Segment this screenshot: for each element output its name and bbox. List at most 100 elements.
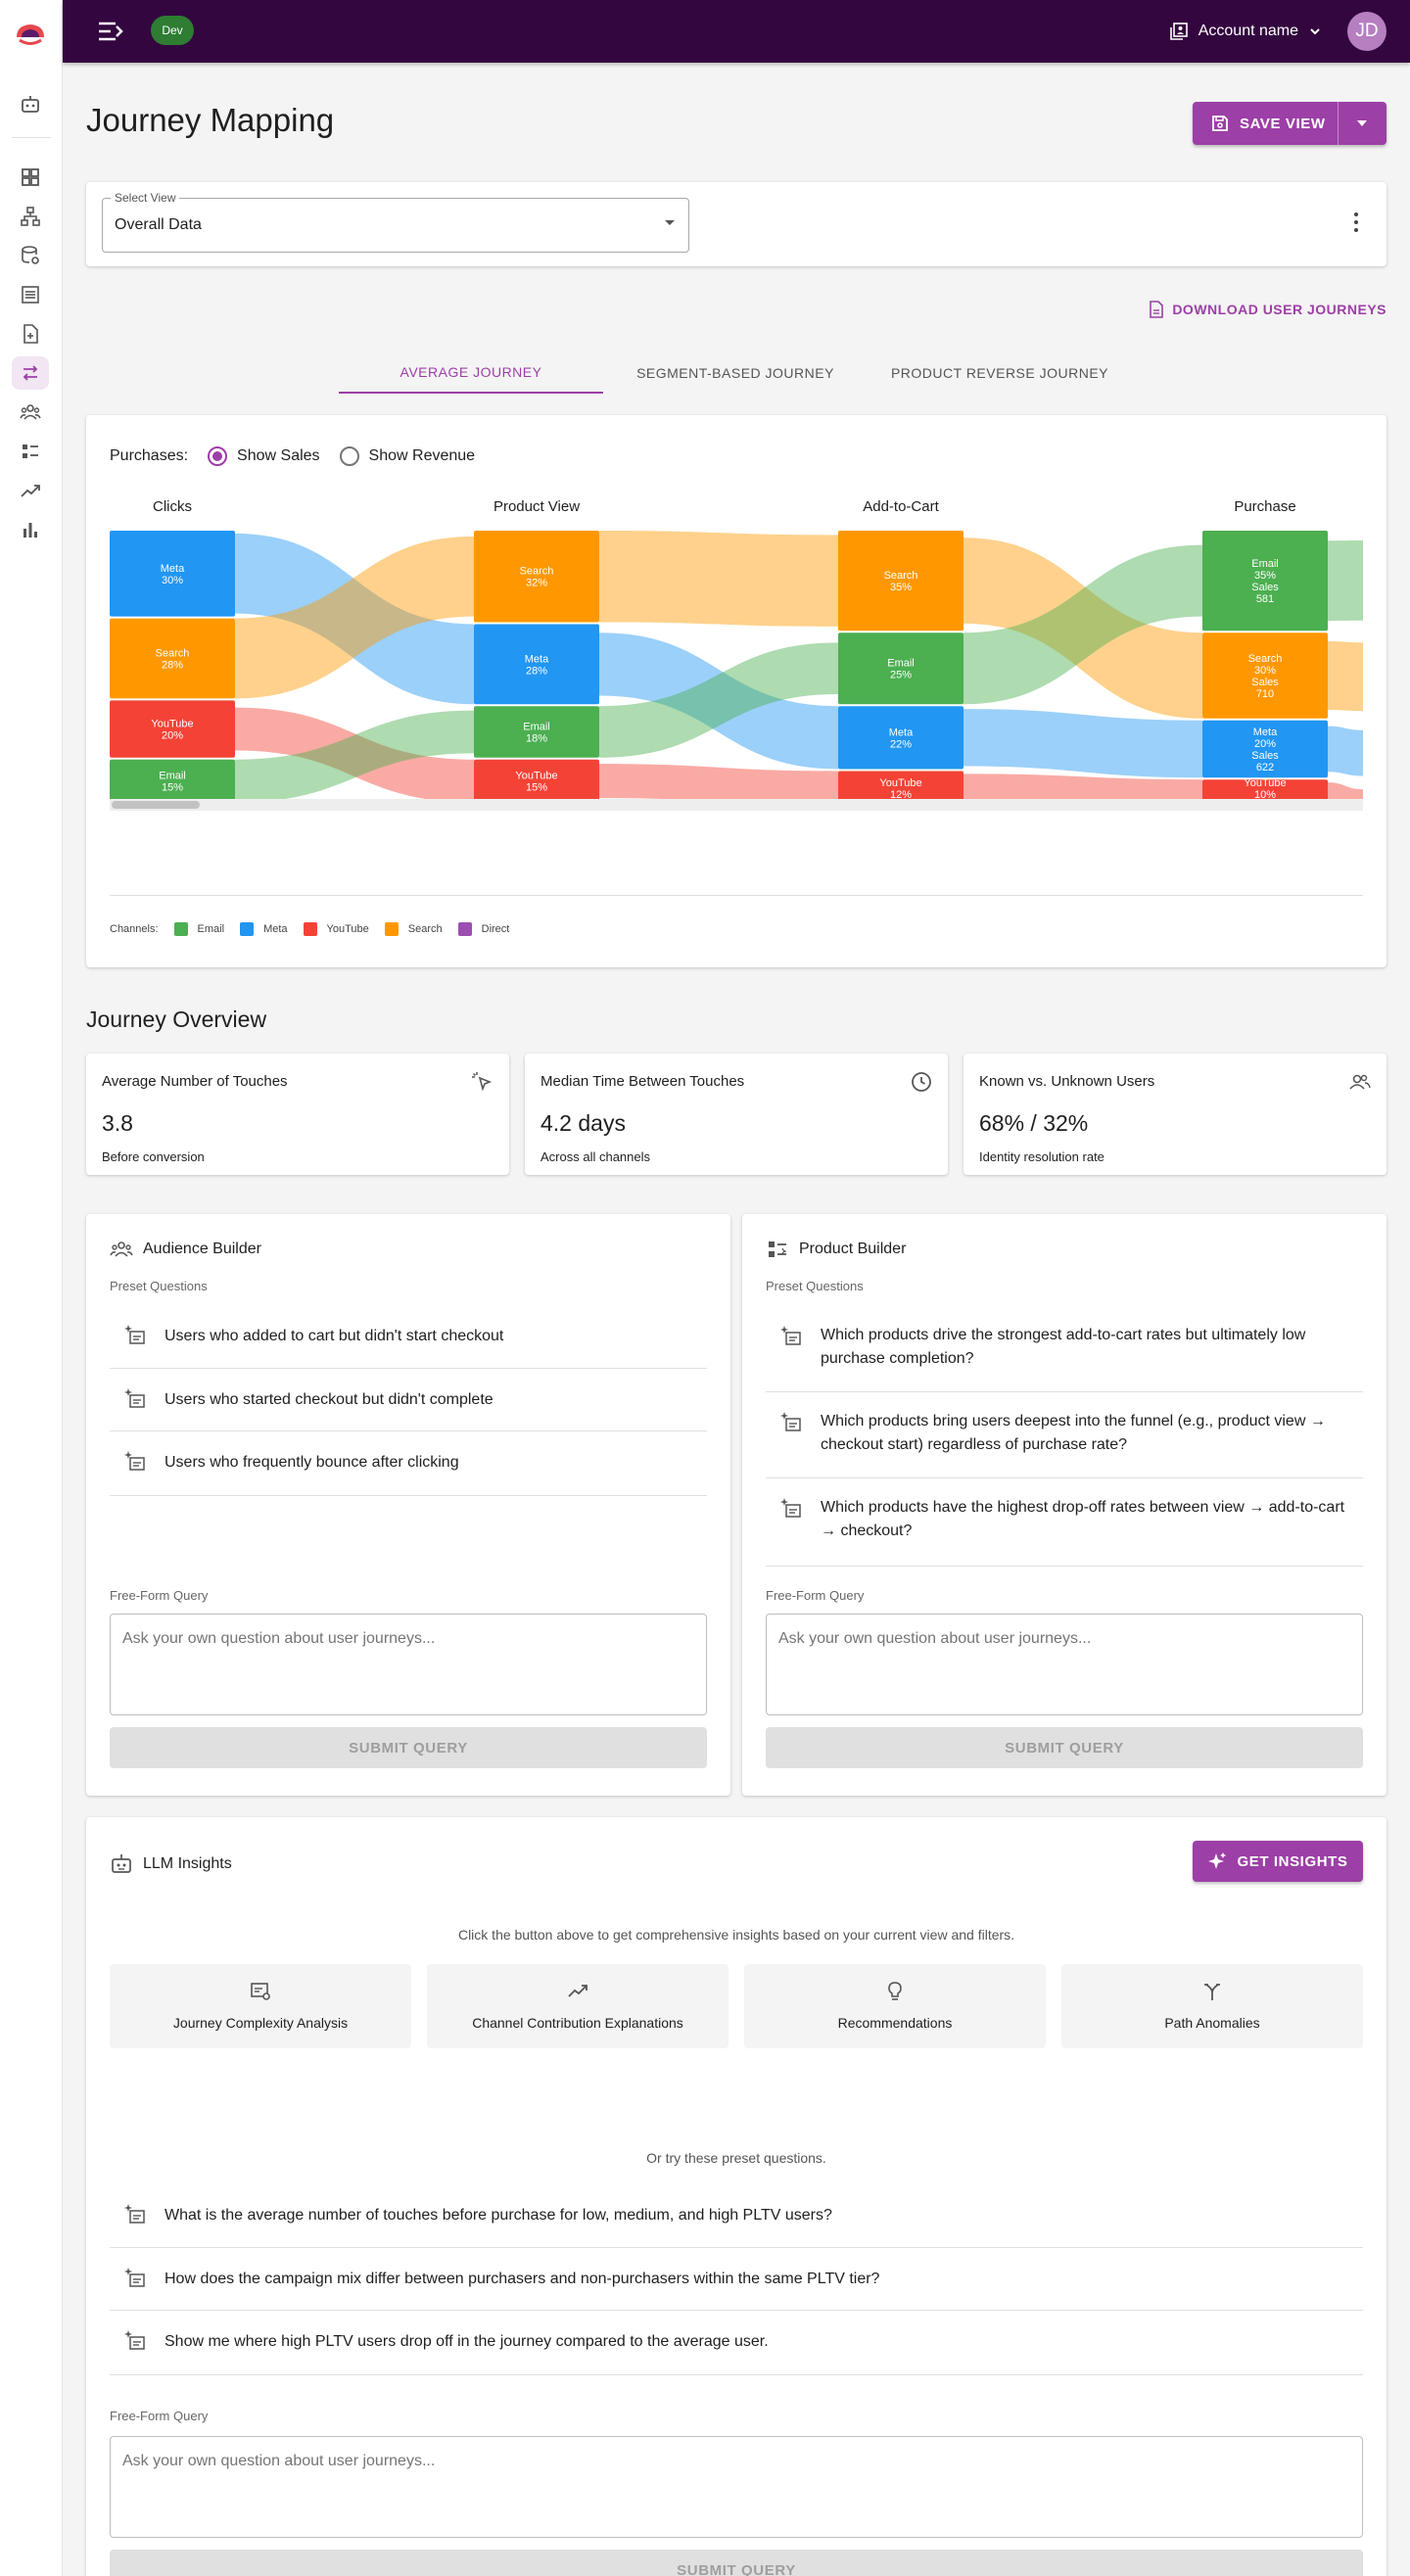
sankey-node-label: 15% [162,782,183,794]
sankey-node-search[interactable] [1202,632,1328,719]
insight-tile-recommendations[interactable]: Recommendations [744,1964,1046,2048]
split-divider [1338,102,1339,145]
download-user-journeys-button[interactable]: DOWNLOAD USER JOURNEYS [1149,298,1386,321]
question-text: Which products bring users deepest into … [821,1413,1326,1453]
audience-submit-button[interactable]: SUBMIT QUERY [110,1727,707,1768]
radio-show-revenue[interactable] [339,446,359,466]
sankey-link-email[interactable] [1328,540,1363,621]
tab-average-journey[interactable]: AVERAGE JOURNEY [339,352,603,394]
ai-question-icon [124,2268,145,2287]
lightbulb-icon [888,1982,902,2000]
get-insights-button[interactable]: GET INSIGHTS [1193,1841,1363,1882]
sankey-node-youtube[interactable] [838,771,964,806]
menu-open-icon[interactable] [96,18,125,45]
sidebar-item-data-settings[interactable] [12,239,49,272]
llm-preset-question[interactable]: What is the average number of touches be… [110,2183,1363,2248]
sankey-link-meta[interactable] [964,709,1202,778]
sankey-node-meta[interactable] [110,531,235,617]
sankey-node-label: 10% [1254,789,1276,801]
insight-tile-path-anomalies[interactable]: Path Anomalies [1061,1964,1363,2048]
list-icon [22,286,39,304]
sankey-node-label: 20% [1254,738,1276,750]
legend-youtube: YouTube [326,923,369,935]
account-switcher[interactable]: Account name [1169,18,1322,45]
insight-tile-channel-contribution[interactable]: Channel Contribution Explanations [427,1964,728,2048]
question-text: Show me where high PLTV users drop off i… [164,2333,769,2350]
product-preset-question[interactable]: Which products have the highest drop-off… [766,1478,1363,1567]
llm-preset-question[interactable]: Show me where high PLTV users drop off i… [110,2311,1363,2375]
scrollbar-thumb[interactable] [112,801,200,809]
sankey-link-email[interactable] [964,544,1202,705]
sidebar-item-hierarchy[interactable] [12,200,49,233]
sankey-node-youtube[interactable] [474,759,599,803]
sankey-link-email[interactable] [599,642,838,758]
sankey-node-label: 25% [890,670,912,681]
metric-subtitle: Identity resolution rate [979,1149,1104,1164]
purchases-label: Purchases: [110,447,189,464]
product-submit-button[interactable]: SUBMIT QUERY [766,1727,1363,1768]
sidebar-item-products[interactable] [12,435,49,468]
select-view-dropdown[interactable]: Select View Overall Data [102,191,689,253]
product-preset-question[interactable]: Which products bring users deepest into … [766,1392,1363,1478]
save-view-button[interactable]: SAVE VIEW [1210,102,1326,145]
sankey-node-search[interactable] [474,531,599,623]
tab-product-reverse-journey[interactable]: PRODUCT REVERSE JOURNEY [890,365,1109,381]
sidebar-item-audiences[interactable] [12,396,49,429]
product-free-form-input[interactable]: Ask your own question about user journey… [766,1614,1363,1715]
sidebar-item-file[interactable] [12,317,49,351]
sankey-node-search[interactable] [110,618,235,699]
avatar[interactable]: JD [1347,12,1386,51]
sidebar-item-trends[interactable] [12,474,49,507]
sankey-link-meta[interactable] [599,632,838,770]
sankey-node-meta[interactable] [474,624,599,705]
sankey-link-search[interactable] [964,538,1202,719]
radio-show-sales[interactable] [208,446,228,466]
sankey-node-email[interactable] [1202,531,1328,632]
sidebar-item-list[interactable] [12,278,49,311]
sankey-link-youtube[interactable] [599,764,838,806]
tab-segment-based-journey[interactable]: SEGMENT-BASED JOURNEY [636,365,834,381]
sidebar-item-bot[interactable] [12,88,49,121]
brand-logo-icon[interactable] [14,20,47,49]
sankey-node-youtube[interactable] [110,700,235,758]
sankey-link-search[interactable] [599,531,838,627]
sidebar-item-reports[interactable] [12,513,49,546]
save-options-button[interactable] [1338,102,1386,145]
tile-label: Recommendations [837,2015,953,2031]
insight-tile-complexity[interactable]: Journey Complexity Analysis [110,1964,411,2048]
save-view-split-button: SAVE VIEW [1193,102,1386,145]
sankey-node-email[interactable] [838,632,964,705]
sidebar-item-dashboard[interactable] [12,161,49,194]
sankey-link-meta[interactable] [235,533,474,705]
scrollbar-track[interactable] [110,799,1363,811]
sankey-link-search[interactable] [1328,640,1363,712]
sidebar-item-journeys[interactable] [12,356,49,390]
sankey-node-meta[interactable] [1202,720,1328,778]
more-options-icon[interactable] [1349,210,1363,235]
llm-submit-button[interactable]: SUBMIT QUERY [110,2550,1363,2576]
product-preset-question[interactable]: Which products drive the strongest add-t… [766,1304,1363,1392]
sankey-node-meta[interactable] [838,706,964,770]
ai-question-icon [124,1388,145,1408]
show-sales-label[interactable]: Show Sales [237,447,320,464]
select-view-label: Select View [111,191,180,205]
sankey-link-youtube[interactable] [235,707,474,803]
product-list-icon [769,1241,787,1257]
tile-label: Journey Complexity Analysis [172,2015,349,2031]
llm-preset-question[interactable]: How does the campaign mix differ between… [110,2248,1363,2311]
audience-free-form-input[interactable]: Ask your own question about user journey… [110,1614,707,1715]
stage-title: Product View [494,498,580,515]
sankey-link-meta[interactable] [1328,726,1363,776]
tile-label: Channel Contribution Explanations [472,2015,683,2031]
audience-preset-question[interactable]: Users who started checkout but didn't co… [110,1369,707,1431]
sankey-link-email[interactable] [235,710,474,803]
audience-preset-question[interactable]: Users who added to cart but didn't start… [110,1304,707,1369]
sankey-node-email[interactable] [474,706,599,758]
audience-preset-question[interactable]: Users who frequently bounce after clicki… [110,1431,707,1496]
show-revenue-label[interactable]: Show Revenue [368,447,476,464]
legend-swatch-direct [457,922,472,936]
sankey-link-search[interactable] [235,536,474,699]
sankey-node-search[interactable] [838,531,964,632]
llm-free-form-input[interactable]: Ask your own question about user journey… [110,2436,1363,2538]
sankey-node-email[interactable] [110,759,235,803]
